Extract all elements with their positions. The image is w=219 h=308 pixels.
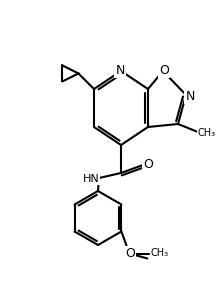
Text: N: N xyxy=(115,63,125,76)
Text: HN: HN xyxy=(83,174,99,184)
Text: O: O xyxy=(125,247,135,260)
Text: O: O xyxy=(159,63,169,76)
Text: O: O xyxy=(125,248,135,261)
Text: CH₃: CH₃ xyxy=(197,128,215,138)
Text: CH₃: CH₃ xyxy=(150,249,168,258)
Text: N: N xyxy=(185,90,195,103)
Text: O: O xyxy=(143,157,153,171)
